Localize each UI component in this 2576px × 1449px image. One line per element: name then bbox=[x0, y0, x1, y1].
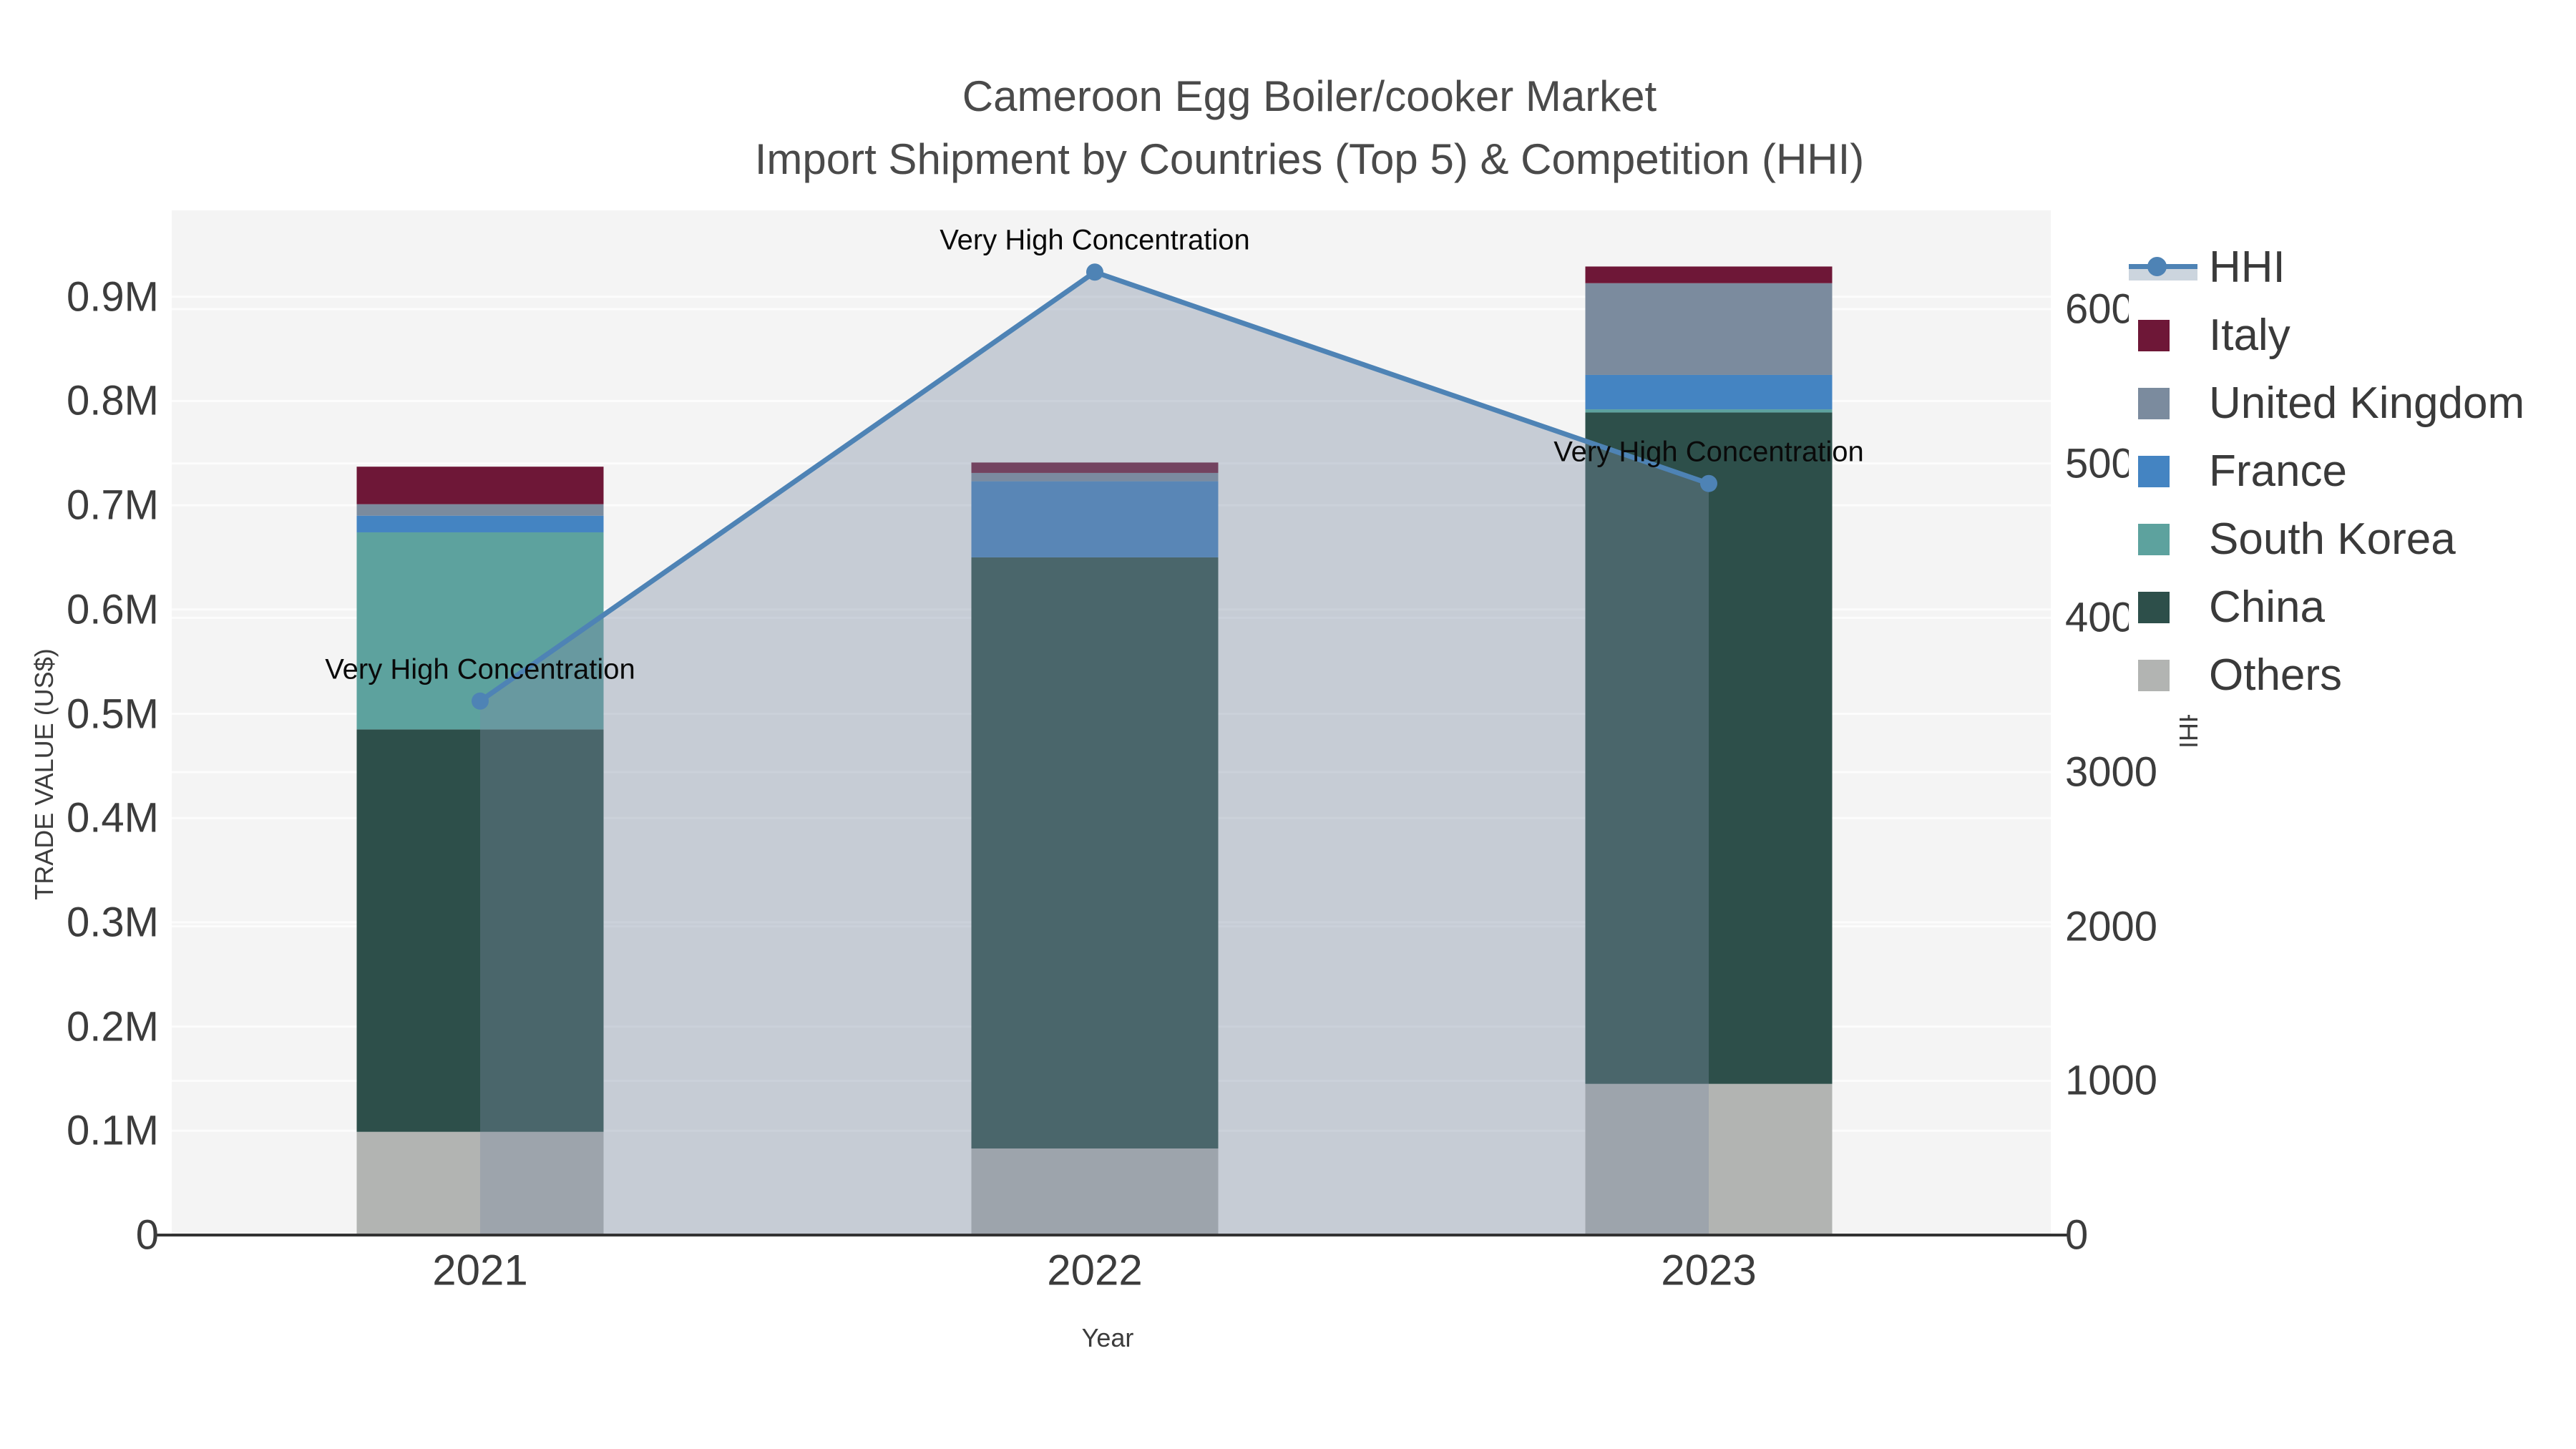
x-tick-label: 2021 bbox=[432, 1246, 528, 1294]
legend-item-united-kingdom: United Kingdom bbox=[2129, 369, 2576, 437]
y-right-tick-label: 1000 bbox=[2065, 1057, 2158, 1104]
y-left-axis-title: TRADE VALUE (US$) bbox=[29, 648, 59, 900]
legend-label: Italy bbox=[2209, 311, 2290, 360]
legend-item-others: Others bbox=[2129, 641, 2576, 709]
y-left-tick-label: 0.3M bbox=[67, 899, 159, 946]
legend-item-china: China bbox=[2129, 573, 2576, 641]
legend-item-france: France bbox=[2129, 437, 2576, 505]
x-tick-label: 2023 bbox=[1661, 1246, 1757, 1294]
legend-label: China bbox=[2209, 582, 2325, 632]
y-right-tick-label: 3000 bbox=[2065, 748, 2158, 796]
y-left-tick-label: 0.1M bbox=[67, 1107, 159, 1154]
y-right-tick-label: 2000 bbox=[2065, 903, 2158, 950]
hhi-line-swatch-icon bbox=[2129, 252, 2197, 283]
x-axis-title: Year bbox=[1081, 1323, 1134, 1352]
color-swatch-icon bbox=[2129, 591, 2197, 623]
y-left-tick-label: 0.5M bbox=[67, 691, 159, 737]
chart-title-line1: Cameroon Egg Boiler/cooker Market bbox=[962, 72, 1657, 120]
color-swatch-icon bbox=[2129, 455, 2197, 487]
y-left-tick-label: 0.6M bbox=[67, 586, 159, 633]
y-left-tick-label: 0 bbox=[135, 1211, 159, 1259]
legend-label: South Korea bbox=[2209, 514, 2456, 564]
color-swatch-icon bbox=[2129, 659, 2197, 691]
annotation-very-high-concentration: Very High Concentration bbox=[325, 653, 635, 686]
legend-item-hhi: HHI bbox=[2129, 233, 2576, 301]
legend-label: United Kingdom bbox=[2209, 379, 2525, 428]
annotation-very-high-concentration: Very High Concentration bbox=[940, 224, 1250, 256]
annotation-very-high-concentration: Very High Concentration bbox=[1553, 436, 1864, 468]
y-left-tick-label: 0.8M bbox=[67, 377, 159, 424]
y-left-tick-label: 0.7M bbox=[67, 482, 159, 529]
color-swatch-icon bbox=[2129, 523, 2197, 555]
y-left-tick-label: 0.2M bbox=[67, 1003, 159, 1050]
y-right-tick-label: 0 bbox=[2065, 1211, 2089, 1259]
legend-label: France bbox=[2209, 447, 2347, 496]
legend-label: Others bbox=[2209, 650, 2343, 700]
color-swatch-icon bbox=[2129, 387, 2197, 419]
chart-title-line2: Import Shipment by Countries (Top 5) & C… bbox=[754, 135, 1865, 183]
color-swatch-icon bbox=[2129, 319, 2197, 351]
y-left-tick-label: 0.9M bbox=[67, 273, 159, 321]
legend: HHI Italy United Kingdom France South Korea C… bbox=[2129, 228, 2576, 715]
legend-item-south-korea: South Korea bbox=[2129, 505, 2576, 573]
y-left-tick-label: 0.4M bbox=[67, 794, 159, 841]
legend-label: HHI bbox=[2209, 243, 2285, 292]
x-tick-label: 2022 bbox=[1047, 1246, 1143, 1294]
legend-item-italy: Italy bbox=[2129, 301, 2576, 369]
